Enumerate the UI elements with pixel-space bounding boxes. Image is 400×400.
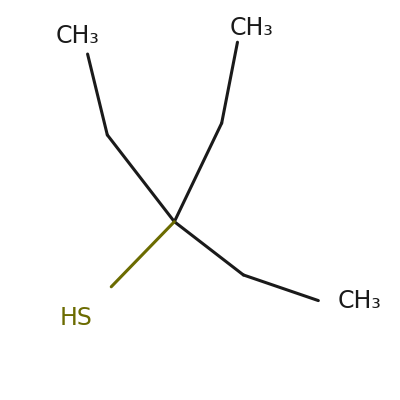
- Text: CH₃: CH₃: [56, 24, 100, 48]
- Text: CH₃: CH₃: [338, 288, 382, 312]
- Text: HS: HS: [59, 306, 92, 330]
- Text: CH₃: CH₃: [229, 16, 273, 40]
